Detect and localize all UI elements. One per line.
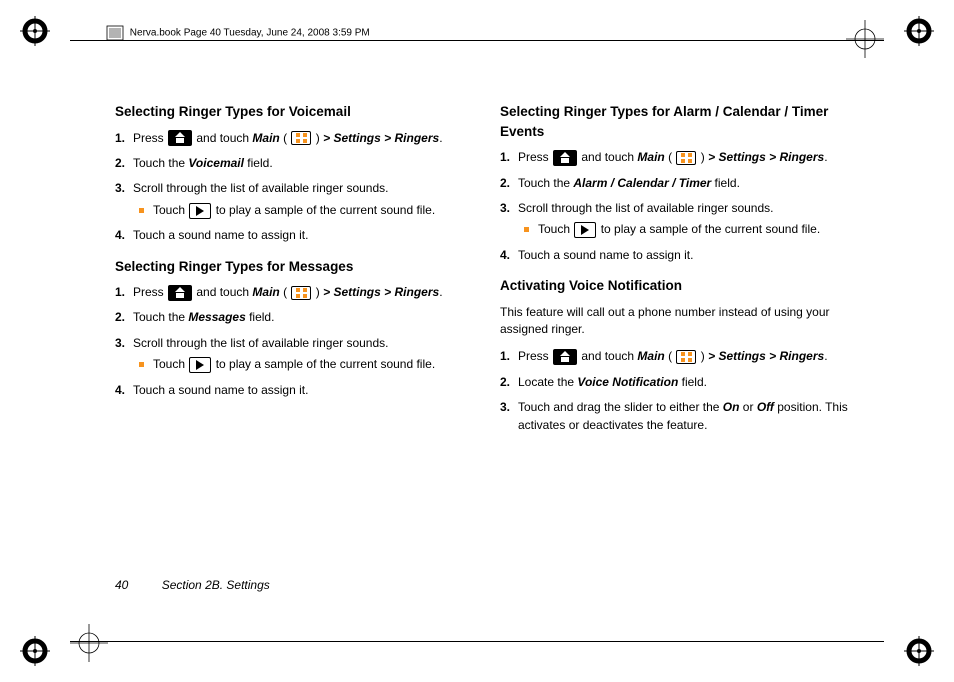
main-icon (291, 286, 311, 300)
step-1: 1. Press and touch Main ( ) > Settings >… (115, 130, 470, 147)
left-column: Selecting Ringer Types for Voicemail 1. … (115, 100, 470, 442)
sub-bullet: Touch to play a sample of the current so… (137, 356, 470, 373)
book-header: Nerva.book Page 40 Tuesday, June 24, 200… (105, 22, 370, 44)
section-title-alarm: Selecting Ringer Types for Alarm / Calen… (500, 102, 855, 141)
step-2: 2. Touch the Messages field. (115, 309, 470, 326)
home-icon (168, 285, 192, 301)
page-number: 40 (115, 578, 128, 592)
reg-mark-top-right (904, 16, 934, 46)
reg-mark-top-mid (846, 20, 884, 58)
step-3: 3. Scroll through the list of available … (115, 335, 470, 374)
section-title-voicemail: Selecting Ringer Types for Voicemail (115, 102, 470, 122)
step-1: 1. Press and touch Main ( ) > Settings >… (115, 284, 470, 301)
step-3: 3. Touch and drag the slider to either t… (500, 399, 855, 434)
step-3: 3. Scroll through the list of available … (115, 180, 470, 219)
step-1: 1. Press and touch Main ( ) > Settings >… (500, 348, 855, 365)
right-column: Selecting Ringer Types for Alarm / Calen… (500, 100, 855, 442)
step-2: 2. Touch the Alarm / Calendar / Timer fi… (500, 175, 855, 192)
step-3: 3. Scroll through the list of available … (500, 200, 855, 239)
reg-mark-bot-mid (70, 624, 108, 662)
play-icon (574, 222, 596, 238)
reg-mark-top-left (20, 16, 50, 46)
step-2: 2. Locate the Voice Notification field. (500, 374, 855, 391)
play-icon (189, 357, 211, 373)
main-icon (676, 350, 696, 364)
step-4: 4. Touch a sound name to assign it. (115, 227, 470, 244)
reg-mark-bottom-right (904, 636, 934, 666)
sub-bullet: Touch to play a sample of the current so… (137, 202, 470, 219)
book-info-text: Nerva.book Page 40 Tuesday, June 24, 200… (130, 28, 370, 39)
step-4: 4. Touch a sound name to assign it. (115, 382, 470, 399)
section-label: Section 2B. Settings (162, 578, 270, 592)
section-title-voice-notif: Activating Voice Notification (500, 276, 855, 296)
play-icon (189, 203, 211, 219)
step-2: 2. Touch the Voicemail field. (115, 155, 470, 172)
main-icon (291, 131, 311, 145)
sub-bullet: Touch to play a sample of the current so… (522, 221, 855, 238)
home-icon (553, 349, 577, 365)
step-4: 4. Touch a sound name to assign it. (500, 247, 855, 264)
page-footer: 40 Section 2B. Settings (115, 578, 270, 592)
main-icon (676, 151, 696, 165)
intro-text: This feature will call out a phone numbe… (500, 304, 855, 339)
step-1: 1. Press and touch Main ( ) > Settings >… (500, 149, 855, 166)
crop-line-bottom (70, 641, 884, 642)
reg-mark-bottom-left (20, 636, 50, 666)
home-icon (553, 150, 577, 166)
section-title-messages: Selecting Ringer Types for Messages (115, 257, 470, 277)
home-icon (168, 130, 192, 146)
